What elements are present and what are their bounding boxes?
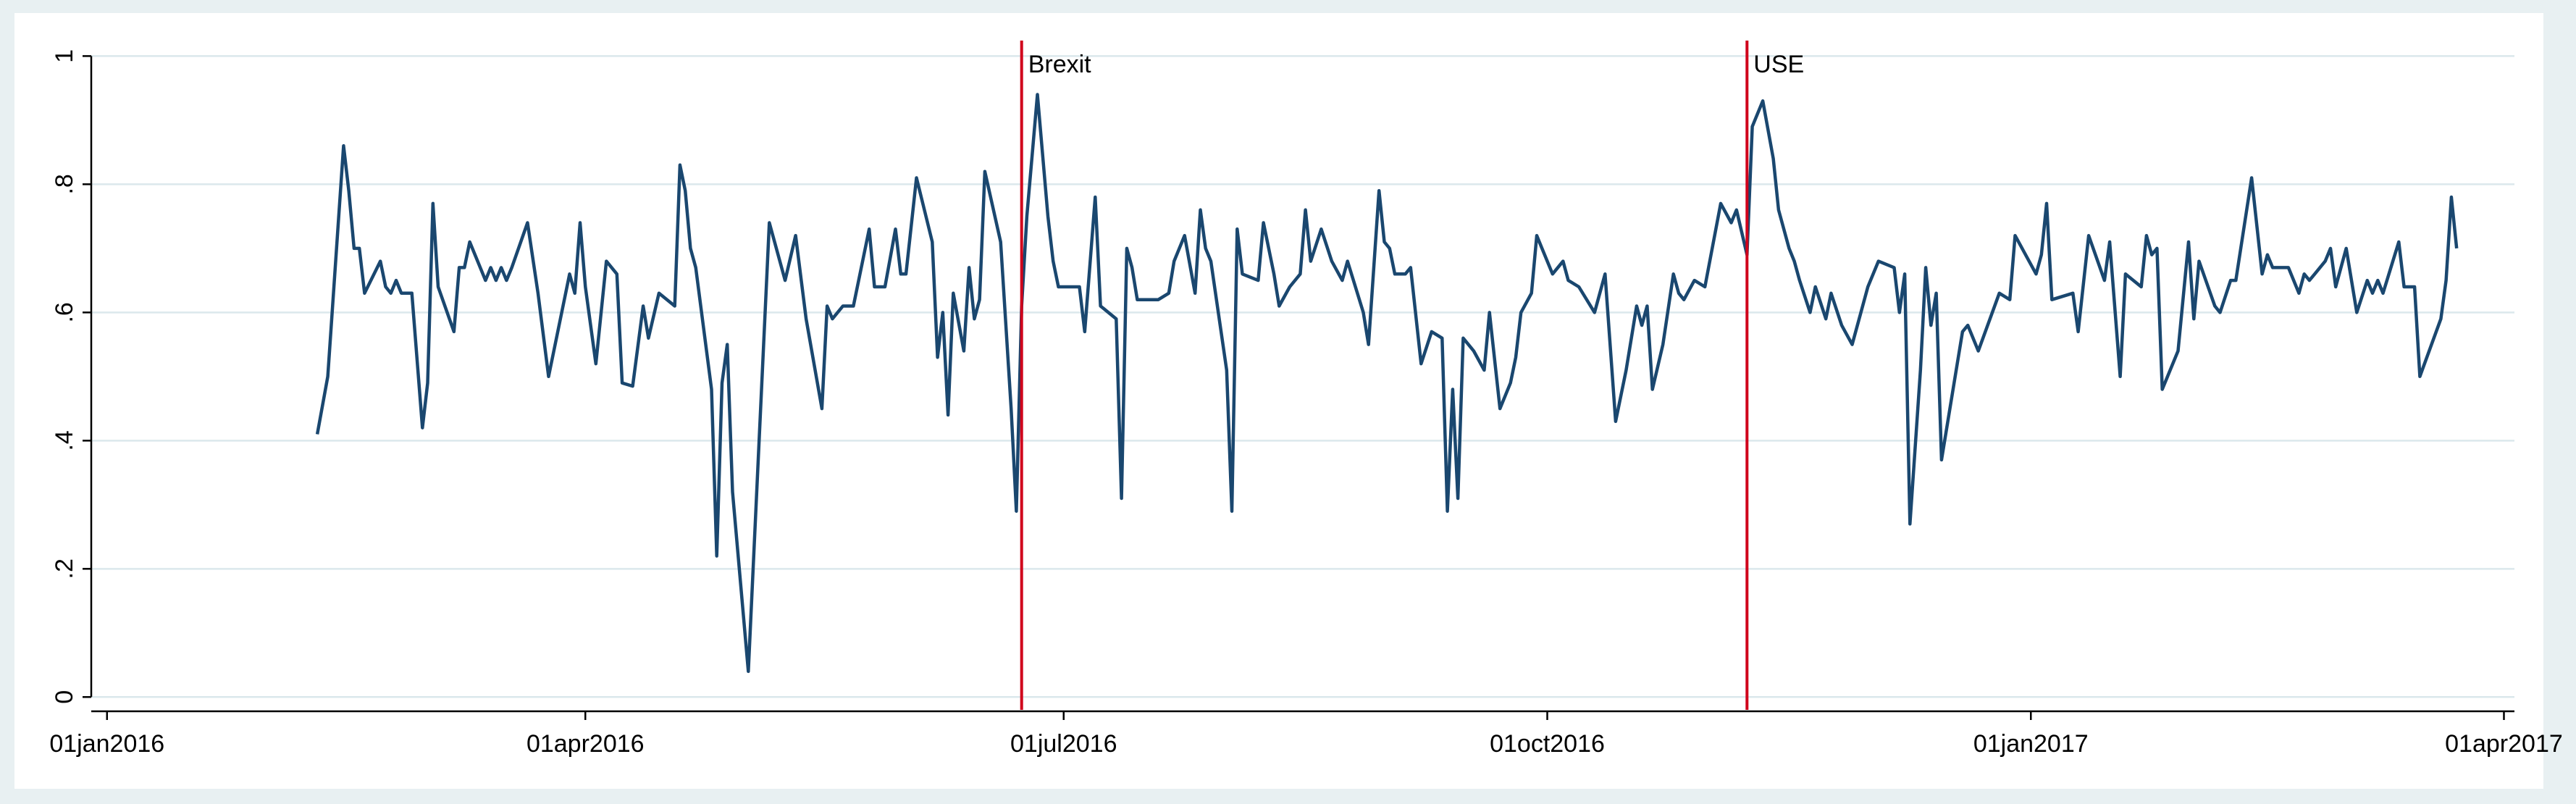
x-tick-label: 01jan2016 [49, 730, 164, 758]
y-tick-label: .8 [51, 174, 78, 194]
y-tick-label: .4 [51, 430, 78, 451]
event-label: Brexit [1028, 51, 1091, 78]
y-tick-label: 1 [51, 49, 78, 63]
x-tick-label: 01jul2016 [1010, 730, 1117, 758]
y-tick-label: .2 [51, 558, 78, 579]
x-tick-label: 01jan2017 [1973, 730, 2089, 758]
y-tick-label: 0 [51, 690, 78, 704]
event-label: USE [1753, 51, 1804, 78]
x-tick-label: 01apr2016 [526, 730, 645, 758]
x-tick-label: 01apr2017 [2445, 730, 2563, 758]
y-tick-label: .6 [51, 302, 78, 322]
x-tick-label: 01oct2016 [1490, 730, 1605, 758]
data-line [315, 93, 2459, 674]
plot-region [14, 13, 2543, 789]
